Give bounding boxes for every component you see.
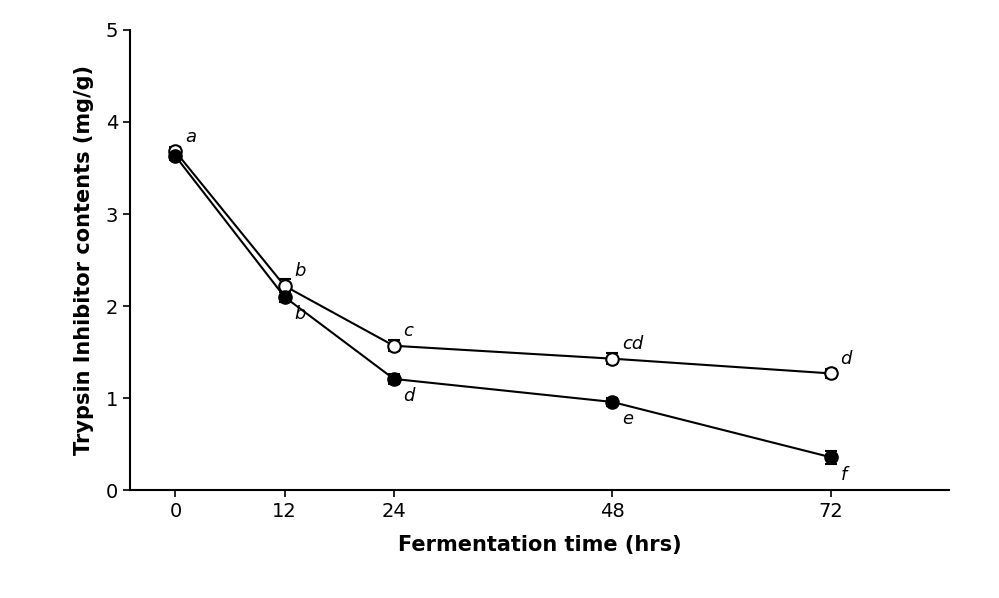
Text: d: d (404, 388, 415, 405)
Text: f: f (840, 465, 847, 484)
Y-axis label: Trypsin Inhibitor contents (mg/g): Trypsin Inhibitor contents (mg/g) (75, 65, 95, 455)
Text: b: b (295, 306, 306, 324)
X-axis label: Fermentation time (hrs): Fermentation time (hrs) (398, 535, 681, 555)
Text: c: c (404, 322, 414, 340)
Text: e: e (622, 410, 633, 428)
Text: cd: cd (622, 335, 643, 353)
Text: b: b (295, 263, 306, 280)
Text: d: d (840, 350, 852, 368)
Text: a: a (185, 128, 196, 146)
